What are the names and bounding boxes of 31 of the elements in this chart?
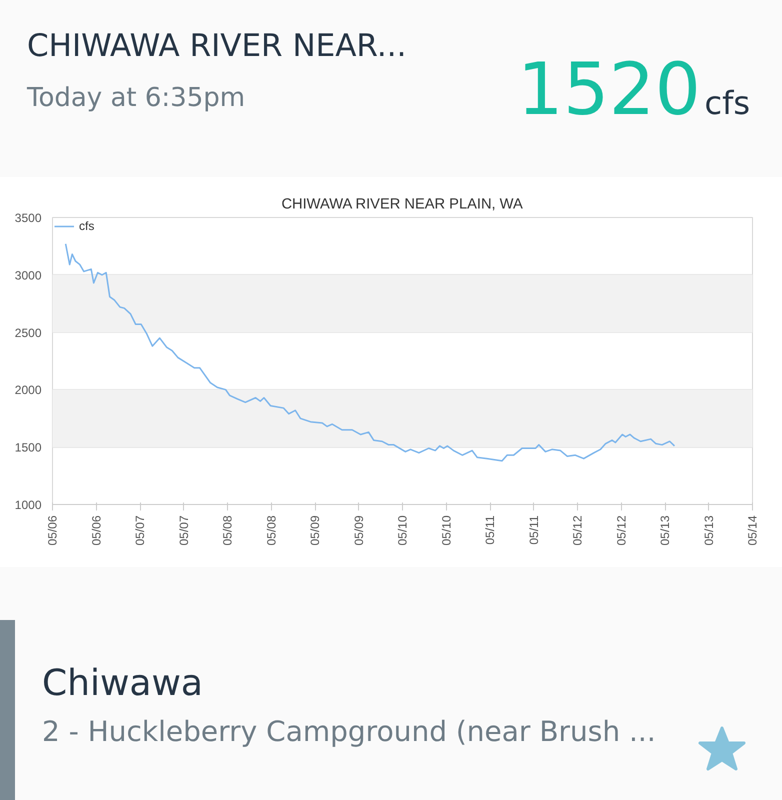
x-tick-label: 05/08: [220, 515, 234, 546]
text: cfs: [704, 84, 750, 122]
text: 1520: [517, 47, 701, 131]
x-tick-label: 05/12: [570, 515, 584, 546]
x-tick-label: 05/13: [658, 515, 672, 546]
x-tick-label: 05/07: [133, 515, 147, 546]
y-tick-label: 2500: [14, 326, 42, 340]
y-tick-label: 3500: [14, 211, 42, 225]
x-tick-label: 05/11: [526, 515, 541, 545]
x-tick-label: 05/14: [746, 515, 760, 546]
y-tick-label: 1500: [14, 440, 42, 455]
x-tick-label: 05/11: [483, 515, 497, 545]
y-tick-label: 3000: [14, 268, 42, 282]
legend-label: cfs: [79, 219, 96, 233]
x-tick-label: 05/10: [439, 515, 454, 546]
x-tick-label: 05/10: [396, 515, 410, 546]
chart-title: CHIWAWA RIVER NEAR PLAIN, WA: [281, 196, 523, 212]
text: CHIWAWA RIVER NEAR...: [27, 27, 406, 66]
x-tick-label: 05/07: [176, 515, 191, 546]
text: Today at 6:35pm: [27, 82, 246, 115]
x-tick-label: 05/06: [89, 515, 104, 546]
x-tick-label: 05/09: [308, 515, 322, 546]
x-tick-label: 05/06: [46, 515, 60, 546]
text: 2 - Huckleberry Campground (near Brush ...: [42, 714, 656, 750]
y-tick-label: 2000: [14, 383, 42, 398]
text: Chiwawa: [42, 662, 203, 706]
x-tick-label: 05/08: [264, 515, 278, 546]
y-tick-label: 1000: [14, 498, 42, 512]
x-tick-label: 05/12: [614, 515, 628, 546]
x-tick-label: 05/09: [352, 515, 366, 546]
x-tick-label: 05/13: [702, 515, 716, 546]
